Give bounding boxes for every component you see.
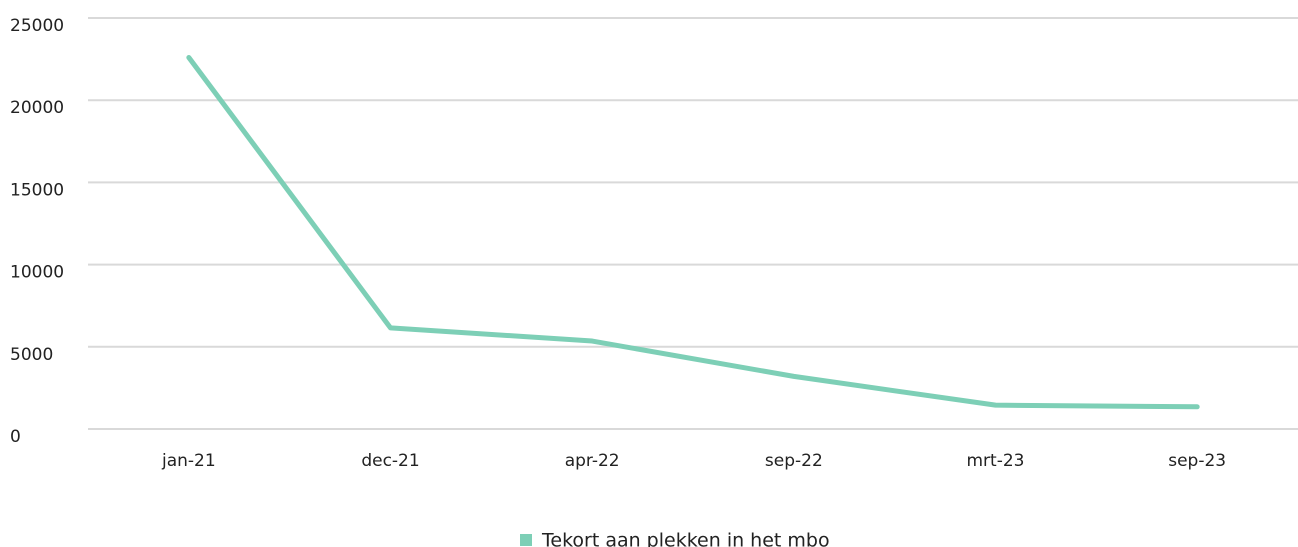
x-tick-label: dec-21 [361, 451, 419, 471]
x-tick-label: mrt-23 [967, 451, 1025, 471]
y-tick-label: 5000 [10, 345, 53, 365]
x-tick-label: apr-22 [565, 451, 620, 471]
line-series [186, 54, 1200, 410]
y-tick-label: 10000 [10, 263, 64, 283]
y-tick-label: 25000 [10, 16, 64, 36]
x-tick-label: jan-21 [161, 451, 216, 471]
y-tick-label: 15000 [10, 180, 64, 200]
y-tick-label: 20000 [10, 98, 64, 118]
x-tick-label: sep-23 [1168, 451, 1226, 471]
y-tick-label: 0 [10, 427, 21, 447]
x-tick-label: sep-22 [765, 451, 823, 471]
legend-label: Tekort aan plekken in het mbo [541, 530, 830, 547]
legend-swatch [520, 534, 532, 546]
